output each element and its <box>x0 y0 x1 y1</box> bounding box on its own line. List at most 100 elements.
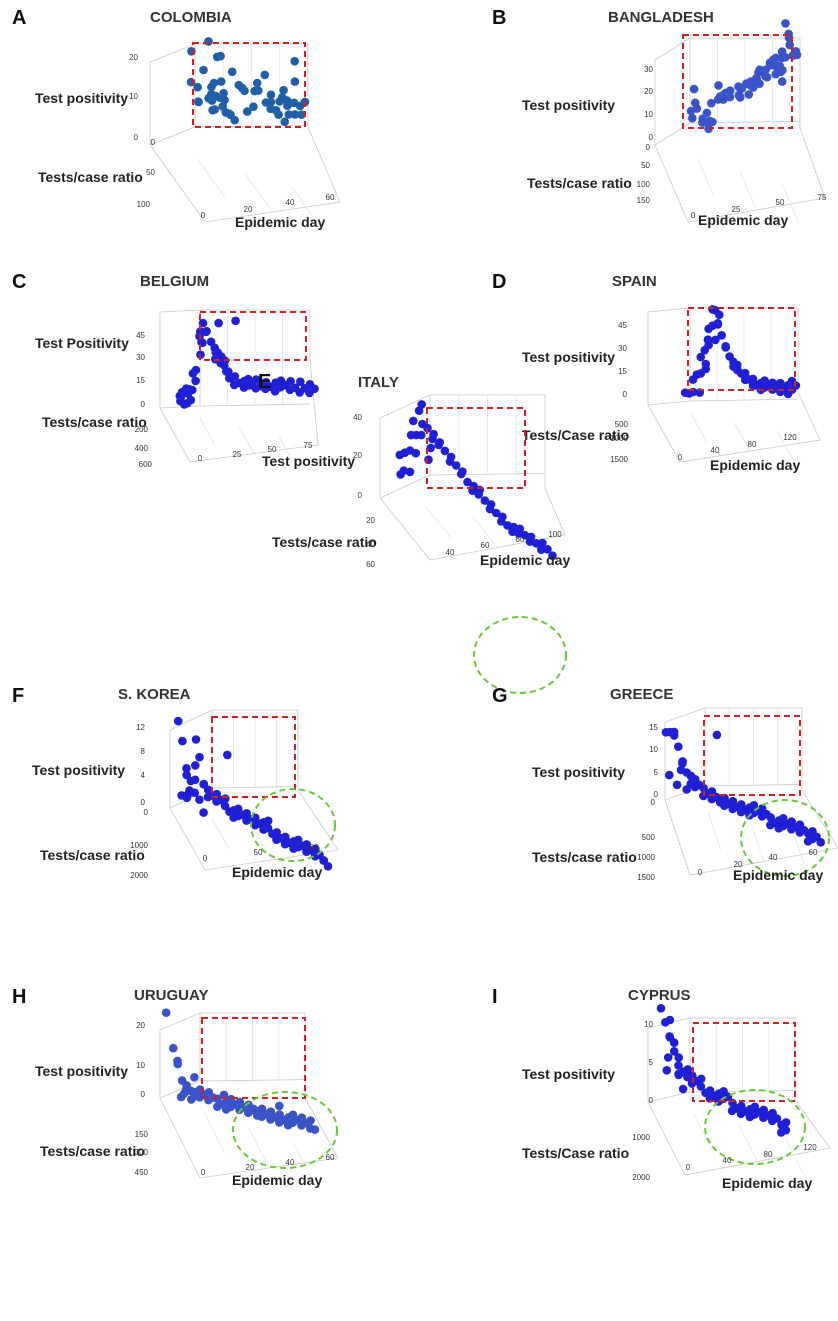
data-point <box>197 338 206 347</box>
x-tick-label: 0 <box>698 868 703 877</box>
data-point <box>543 545 552 554</box>
data-point <box>227 67 237 77</box>
y-axis-label: Tests/Case ratio <box>522 427 629 443</box>
data-point <box>266 90 276 100</box>
data-point <box>689 84 699 94</box>
y-axis-label: Tests/case ratio <box>272 534 377 550</box>
y-tick-label: 450 <box>135 1168 149 1177</box>
data-point <box>230 115 239 125</box>
highlight-ellipse <box>232 1091 338 1169</box>
box-outline <box>647 307 821 463</box>
data-point <box>199 65 208 75</box>
data-point <box>219 88 228 98</box>
panel-letter: H <box>12 986 26 1008</box>
y-tick-label: 0 <box>651 798 656 807</box>
highlight-box <box>192 42 306 128</box>
panel-title: ITALY <box>358 374 399 391</box>
y-axis-label: Tests/case ratio <box>532 849 637 865</box>
panel-f: F S. KOREA Test positivity Tests/case ratio… <box>12 685 339 880</box>
y-tick-label: 50 <box>146 168 155 177</box>
panel-box <box>379 394 566 561</box>
data-point <box>252 78 262 88</box>
panel-letter: E <box>258 371 271 393</box>
data-point <box>169 1043 178 1053</box>
z-axis-label: Test positivity <box>522 1066 615 1082</box>
panel-box <box>149 43 341 227</box>
box-edge <box>159 1080 201 1099</box>
grid-line <box>238 426 255 454</box>
x-tick-label: 40 <box>286 1158 295 1167</box>
data-point <box>249 1104 258 1114</box>
x-axis-label: Epidemic day <box>710 457 800 473</box>
highlight-box <box>682 34 793 129</box>
panel-title: S. KOREA <box>118 686 191 703</box>
x-tick-label: 40 <box>286 198 295 207</box>
x-tick-label: 100 <box>548 530 562 539</box>
data-point <box>772 1114 782 1123</box>
data-point <box>665 770 674 780</box>
data-point <box>183 389 193 398</box>
highlight-ellipse <box>250 788 336 862</box>
panel-title: BANGLADESH <box>608 9 714 26</box>
series-points <box>175 316 319 409</box>
z-tick-label: 0 <box>649 1096 654 1105</box>
data-point <box>440 446 450 456</box>
data-point <box>486 500 496 509</box>
data-point <box>781 19 790 28</box>
data-point <box>663 1053 673 1062</box>
grid-line <box>199 417 215 445</box>
z-tick-label: 5 <box>649 1058 654 1067</box>
data-point <box>173 716 183 726</box>
y-tick-label: 300 <box>135 1148 149 1157</box>
x-tick-label: 0 <box>678 453 683 462</box>
x-axis-label: Epidemic day <box>698 212 788 228</box>
grid-line <box>751 823 765 862</box>
grid-line <box>733 422 751 452</box>
panel-d: D SPAIN Test positivity Tests/Case ratio Epi… <box>492 271 821 473</box>
highlight-box <box>199 311 307 361</box>
data-point <box>260 70 270 80</box>
x-tick-label: 50 <box>776 198 785 207</box>
y-axis-label: Tests/case ratio <box>40 847 145 863</box>
y-axis-label: Tests/case ratio <box>40 1143 145 1159</box>
highlight-ellipse <box>740 799 830 877</box>
data-point <box>220 95 229 105</box>
series-points <box>395 400 557 560</box>
x-tick-label: 75 <box>818 193 827 202</box>
data-point <box>769 55 778 64</box>
grid-line <box>197 159 226 198</box>
z-tick-label: 10 <box>644 1020 653 1029</box>
data-point <box>187 47 196 56</box>
z-axis-label: Test positivity <box>35 1063 128 1079</box>
data-point <box>196 327 205 336</box>
data-point <box>216 77 226 86</box>
data-point <box>526 532 536 542</box>
x-tick-label: 50 <box>254 848 263 857</box>
z-tick-label: 45 <box>618 321 627 330</box>
data-point <box>290 77 300 86</box>
z-tick-label: 30 <box>136 353 145 362</box>
y-tick-label: 500 <box>615 420 629 429</box>
grid-line <box>693 1113 713 1151</box>
data-point <box>234 80 244 90</box>
data-point <box>781 1125 791 1135</box>
data-point <box>669 1047 679 1056</box>
x-tick-label: 0 <box>691 211 696 220</box>
y-tick-label: 150 <box>637 196 651 205</box>
box-outline <box>664 707 838 876</box>
grid-line <box>204 1112 225 1154</box>
data-point <box>714 81 723 90</box>
y-tick-label: 200 <box>135 425 149 434</box>
data-point <box>781 53 790 62</box>
z-axis-label: Test Positivity <box>35 335 129 351</box>
data-point <box>191 735 201 744</box>
grid-line <box>738 1124 758 1162</box>
data-point <box>678 1084 688 1094</box>
data-point <box>195 795 204 804</box>
data-point <box>748 374 758 384</box>
y-tick-label: 40 <box>366 540 375 549</box>
z-tick-label: 4 <box>141 771 146 780</box>
data-point <box>669 1038 679 1047</box>
panel-box <box>647 307 821 463</box>
